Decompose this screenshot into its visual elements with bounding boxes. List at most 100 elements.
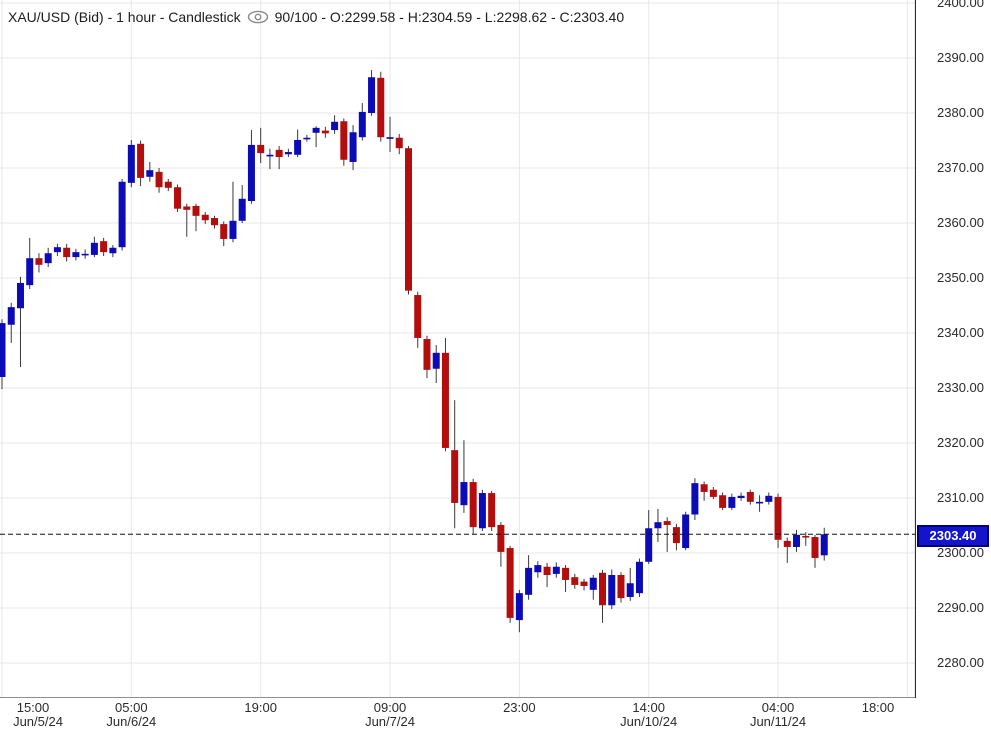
eye-icon bbox=[247, 10, 269, 24]
candle-body-up bbox=[525, 567, 533, 595]
candle-body-down bbox=[377, 77, 385, 138]
date-tick-label: Jun/6/24 bbox=[106, 714, 157, 729]
candle-body-up bbox=[53, 247, 61, 253]
date-tick-label: Jun/5/24 bbox=[13, 714, 63, 729]
candle-body-down bbox=[423, 339, 431, 370]
time-tick-label: 19:00 bbox=[244, 700, 277, 715]
candle-body-down bbox=[100, 241, 108, 253]
candle-body-up bbox=[589, 577, 597, 590]
candle-body-up bbox=[534, 565, 542, 573]
candle-body-up bbox=[552, 566, 560, 574]
candle-body-down bbox=[220, 224, 228, 239]
chart-title-bar: XAU/USD (Bid) - 1 hour - Candlestick 90/… bbox=[8, 7, 624, 27]
candle-body-down bbox=[35, 258, 43, 265]
candle-body-down bbox=[802, 535, 810, 538]
candle-body-up bbox=[793, 534, 801, 547]
candle-body-up bbox=[26, 258, 34, 286]
date-tick-label: Jun/10/24 bbox=[620, 714, 678, 729]
price-axis-label: 2360.00 bbox=[937, 215, 984, 230]
candle-body-down bbox=[257, 144, 265, 154]
price-axis-label: 2340.00 bbox=[937, 325, 984, 340]
time-tick-label: 05:00 bbox=[115, 700, 148, 715]
candle-body-down bbox=[783, 540, 791, 547]
candle-body-up bbox=[515, 593, 523, 621]
candle-body-up bbox=[737, 495, 745, 498]
candle-body-up bbox=[247, 144, 255, 201]
candle-body-up bbox=[460, 482, 468, 506]
candle-body-up bbox=[238, 198, 246, 221]
candle-body-up bbox=[90, 242, 98, 255]
candle-body-up bbox=[635, 561, 643, 594]
candle-body-up bbox=[820, 534, 828, 556]
price-axis-label: 2390.00 bbox=[937, 50, 984, 65]
candle-body-up bbox=[7, 307, 15, 325]
price-axis-label: 2400.00 bbox=[937, 0, 984, 10]
candle-body-up bbox=[109, 247, 117, 254]
candle-body-up bbox=[331, 121, 339, 131]
candle-body-down bbox=[543, 566, 551, 575]
candle-body-up bbox=[72, 252, 80, 258]
candle-body-down bbox=[155, 171, 163, 188]
candle-body-up bbox=[682, 514, 690, 549]
candle-body-up bbox=[645, 528, 653, 562]
candle-body-down bbox=[469, 482, 477, 528]
candle-body-up bbox=[432, 352, 440, 369]
candle-body-down bbox=[340, 121, 348, 160]
candle-body-up bbox=[654, 522, 662, 529]
candle-body-down bbox=[571, 577, 579, 585]
candle-body-up bbox=[691, 483, 699, 515]
candle-body-up bbox=[358, 111, 366, 138]
candle-body-up bbox=[386, 137, 394, 139]
candle-body-down bbox=[719, 495, 727, 508]
candle-body-up bbox=[294, 139, 302, 155]
time-tick-label: 18:00 bbox=[861, 700, 895, 715]
candle-body-down bbox=[63, 247, 71, 258]
chart-ohlc-summary: 90/100 - O:2299.58 - H:2304.59 - L:2298.… bbox=[274, 9, 625, 25]
candle-body-down bbox=[164, 181, 172, 188]
candle-body-down bbox=[441, 352, 449, 448]
candle-body-up bbox=[127, 144, 135, 183]
candle-body-up bbox=[81, 253, 89, 256]
candle-body-up bbox=[478, 493, 486, 529]
candle-body-down bbox=[174, 187, 182, 209]
candle-body-up bbox=[229, 220, 237, 239]
candle-body-up bbox=[608, 575, 616, 606]
date-tick-label: Jun/7/24 bbox=[365, 714, 415, 729]
candle-body-down bbox=[183, 206, 191, 210]
candle-body-down bbox=[580, 581, 588, 586]
price-axis-label: 2350.00 bbox=[937, 270, 984, 285]
price-axis-label: 2380.00 bbox=[937, 105, 984, 120]
candle-body-up bbox=[146, 170, 154, 177]
time-tick-label: 15:00 bbox=[16, 700, 50, 715]
candle-body-up bbox=[44, 253, 52, 264]
time-tick-label: 04:00 bbox=[761, 700, 795, 715]
candle-body-up bbox=[728, 496, 736, 508]
date-tick-label: Jun/11/24 bbox=[749, 714, 807, 729]
price-axis-label: 2280.00 bbox=[937, 655, 984, 670]
candle-body-down bbox=[201, 214, 209, 221]
candle-body-up bbox=[312, 127, 320, 133]
price-axis-label: 2330.00 bbox=[937, 380, 984, 395]
candle-body-down bbox=[709, 489, 717, 497]
candle-body-up bbox=[0, 323, 6, 377]
time-tick-label: 09:00 bbox=[373, 700, 407, 715]
candle-body-down bbox=[210, 218, 218, 226]
candle-body-down bbox=[599, 572, 607, 606]
current-price-badge: 2303.40 bbox=[917, 524, 989, 547]
price-axis-label: 2310.00 bbox=[937, 490, 984, 505]
candle-body-down bbox=[321, 130, 329, 134]
price-axis[interactable] bbox=[916, 0, 991, 698]
candle-body-up bbox=[626, 583, 634, 597]
candle-body-up bbox=[266, 154, 274, 157]
candle-body-up bbox=[16, 282, 24, 309]
time-tick-label: 23:00 bbox=[503, 700, 536, 715]
candle-body-down bbox=[663, 521, 671, 525]
candle-body-down bbox=[451, 450, 459, 503]
time-axis[interactable] bbox=[0, 698, 991, 732]
candle-body-up bbox=[765, 495, 773, 502]
candle-body-up bbox=[303, 137, 311, 140]
candle-body-up bbox=[756, 501, 764, 504]
candle-body-up bbox=[284, 152, 292, 155]
